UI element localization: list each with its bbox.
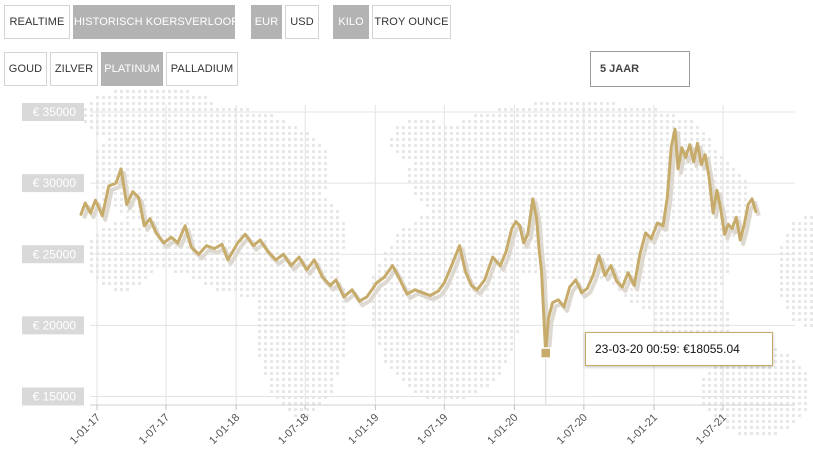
x-tick-label: 1-07-19 [415, 412, 450, 447]
kilo-button[interactable]: KILO [333, 5, 369, 39]
eur-button[interactable]: EUR [251, 5, 282, 39]
x-axis-labels: 1-01-17 1-07-17 1-01-18 1-07-18 1-01-19 1-07-… [68, 405, 729, 447]
x-tick-label: 1-07-20 [555, 412, 590, 447]
x-tick-label: 1-07-17 [137, 412, 172, 447]
x-tick-label: 1-07-18 [276, 412, 311, 447]
usd-button[interactable]: USD [285, 5, 319, 39]
x-tick-label: 1-01-19 [346, 412, 381, 447]
y-tick-label: € 30000 [33, 176, 77, 190]
historisch-koersverloop-button[interactable]: HISTORISCH KOERSVERLOOP [73, 5, 239, 39]
palladium-button[interactable]: PALLADIUM [166, 52, 238, 86]
y-tick-label-bg [22, 316, 84, 335]
x-tick-label: 1-01-18 [207, 412, 242, 447]
zilver-button[interactable]: ZILVER [50, 52, 98, 86]
y-tick-label: € 35000 [33, 105, 77, 119]
goud-button[interactable]: GOUD [4, 52, 47, 86]
y-tick-label-bg [22, 103, 84, 121]
y-axis-labels: € 15000 € 20000 € 25000 € 30000 € 35000 [22, 103, 84, 406]
map-dots [84, 90, 813, 435]
troy-ounce-button[interactable]: TROY OUNCE [372, 5, 451, 39]
world-map-background [84, 90, 813, 435]
price-tooltip: 23-03-20 00:59: €18055.04 [585, 332, 773, 366]
price-series[interactable] [79, 127, 761, 359]
x-tick-label: 1-01-17 [68, 412, 103, 447]
y-tick-label: € 25000 [33, 247, 77, 261]
x-tick-label: 1-07-21 [694, 412, 729, 447]
chart-grid [90, 105, 795, 406]
y-tick-label-bg [22, 174, 84, 193]
realtime-button[interactable]: REALTIME [4, 5, 70, 39]
y-tick-label-bg [22, 387, 84, 406]
y-tick-label: € 15000 [33, 390, 77, 404]
highlight-marker-group [539, 347, 552, 405]
price-line-shadow [82, 131, 761, 359]
highlight-marker [539, 347, 552, 359]
y-tick-label: € 20000 [33, 318, 77, 332]
range-select[interactable]: 5 JAAR [590, 51, 690, 87]
platinum-button[interactable]: PLATINUM [101, 52, 163, 86]
y-tick-label-bg [22, 245, 84, 264]
price-line[interactable] [79, 127, 758, 355]
x-tick-label: 1-01-21 [625, 412, 660, 447]
x-tick-label: 1-01-20 [485, 412, 520, 447]
